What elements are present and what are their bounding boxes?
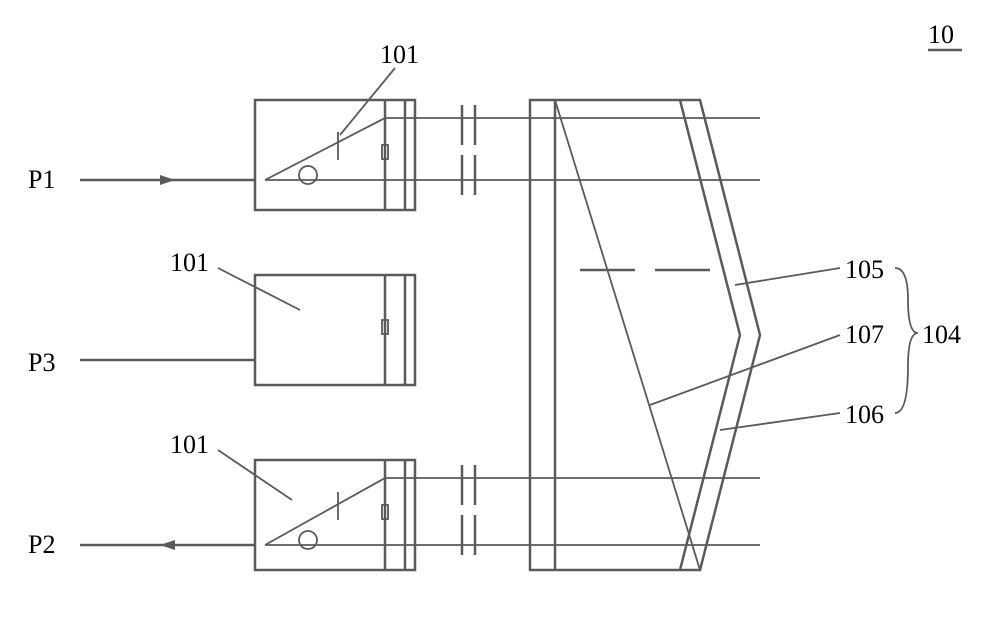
right-assembly-104 [530, 100, 760, 570]
port-line-p2 [80, 540, 255, 550]
port-line-p1 [80, 175, 255, 185]
figure-number: 10 [928, 20, 954, 50]
ref-105: 105 [845, 255, 884, 285]
ref-104: 104 [922, 320, 961, 350]
port-label-p2: P2 [28, 530, 55, 560]
ref-106: 106 [845, 400, 884, 430]
block-101-bottom [255, 460, 415, 570]
diagram-canvas [0, 0, 1000, 637]
leader-lines [218, 68, 918, 500]
ref-101-top: 101 [380, 40, 419, 70]
block-101-middle [255, 275, 415, 385]
ref-101-middle: 101 [170, 248, 209, 278]
block-101-top [255, 100, 415, 210]
port-label-p3: P3 [28, 348, 55, 378]
ref-101-bottom: 101 [170, 430, 209, 460]
rays-bottom [265, 478, 760, 545]
port-label-p1: P1 [28, 165, 55, 195]
ref-107: 107 [845, 320, 884, 350]
